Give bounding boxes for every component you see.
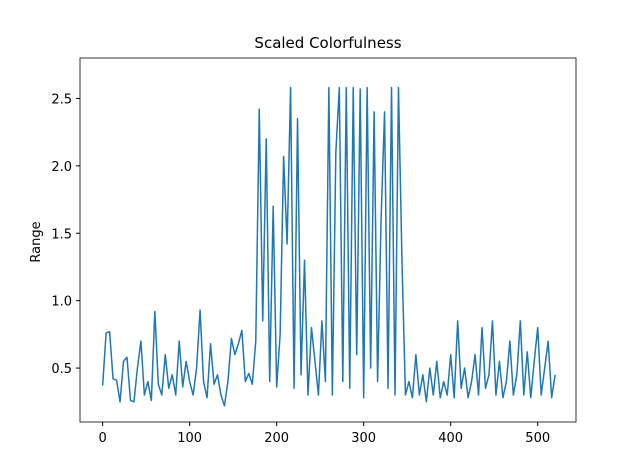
plot-frame [79,57,577,423]
y-axis-label: Range [29,221,44,262]
x-tick-label: 400 [438,431,463,446]
y-tick-label: 1.0 [51,295,72,310]
line [101,86,556,407]
x-tick-label: 200 [264,431,289,446]
x-tick-label: 100 [177,431,202,446]
chart-title: Scaled Colorfulness [254,34,401,52]
x-tick-label: 0 [98,431,106,446]
y-tick-label: 1.5 [51,227,72,242]
x-tick-label: 500 [525,431,550,446]
y-tick-label: 2.5 [51,92,72,107]
y-tick-label: 2.0 [51,160,72,175]
y-tick-label: 0.5 [51,362,72,377]
x-tick-label: 300 [351,431,376,446]
